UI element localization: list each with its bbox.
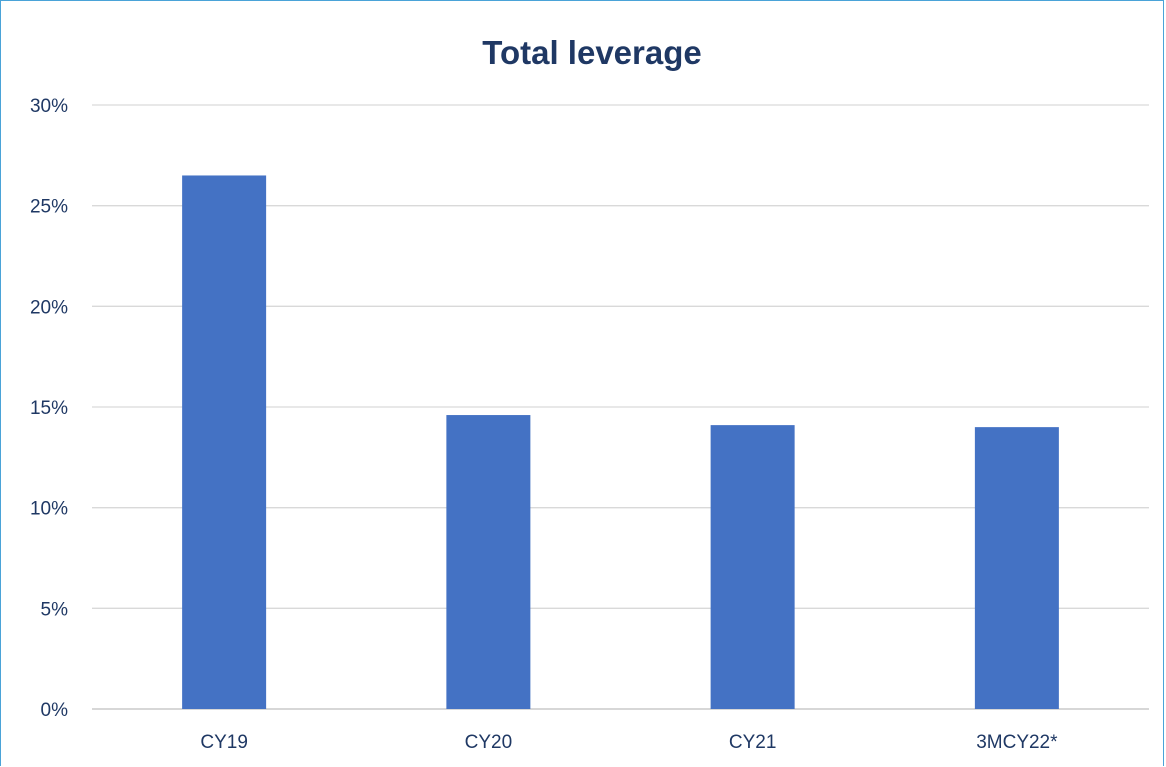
y-tick-label: 15% bbox=[30, 398, 68, 419]
bar-cy21 bbox=[710, 425, 795, 709]
y-axis-ticks: 0% 5% 10% 15% 20% 25% 30% bbox=[30, 96, 68, 721]
x-tick-label: CY21 bbox=[729, 732, 777, 753]
x-tick-label: 3MCY22* bbox=[976, 732, 1058, 753]
x-axis-ticks: CY19 CY20 CY21 3MCY22* bbox=[200, 732, 1058, 753]
chart-title: Total leverage bbox=[482, 34, 701, 71]
x-tick-label: CY19 bbox=[200, 732, 248, 753]
x-tick-label: CY20 bbox=[465, 732, 513, 753]
y-tick-label: 10% bbox=[30, 499, 68, 520]
y-tick-label: 30% bbox=[30, 96, 68, 117]
y-tick-label: 20% bbox=[30, 297, 68, 318]
bar-cy19 bbox=[182, 175, 267, 709]
bar-cy20 bbox=[446, 415, 531, 709]
gridlines bbox=[92, 104, 1149, 710]
bar-3mcy22 bbox=[974, 427, 1059, 709]
y-tick-label: 25% bbox=[30, 197, 68, 218]
y-tick-label: 0% bbox=[41, 700, 69, 721]
y-tick-label: 5% bbox=[41, 599, 69, 620]
bars bbox=[182, 175, 1059, 709]
